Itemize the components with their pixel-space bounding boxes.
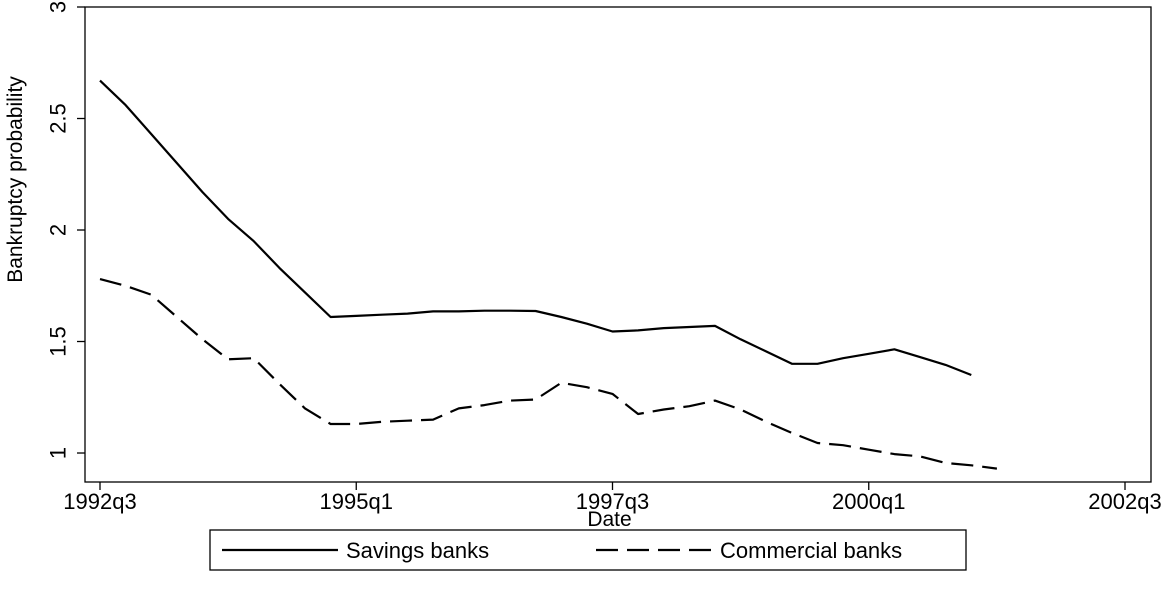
legend-label: Commercial banks (720, 538, 902, 563)
legend: Savings banks Commercial banks (209, 529, 967, 571)
y-axis-title: Bankruptcy probability (4, 76, 27, 283)
series-line-commercial-banks (99, 278, 998, 470)
x-tick-label: 1992q3 (63, 489, 136, 514)
y-tick-label: 1 (46, 447, 71, 459)
x-axis-title: Date (587, 508, 631, 531)
x-tick-label: 1997q3 (576, 489, 649, 514)
series-layer (99, 79, 998, 470)
y-tick-label: 2 (46, 224, 71, 236)
legend-label: Savings banks (346, 538, 489, 563)
x-tick-label: 2002q3 (1088, 489, 1161, 514)
x-tick-label: 1995q1 (320, 489, 393, 514)
x-axis: 1992q3 1995q1 1997q3 2000q1 2002q3 (63, 482, 1162, 514)
legend-box (209, 529, 967, 571)
y-tick-label: 3 (46, 1, 71, 13)
y-axis: 1 1.5 2 2.5 3 (46, 1, 85, 459)
plot-frame (84, 6, 1152, 483)
x-tick-label: 2000q1 (832, 489, 905, 514)
y-tick-label: 1.5 (46, 326, 71, 357)
y-tick-label: 2.5 (46, 103, 71, 134)
series-line-savings-banks (99, 79, 972, 377)
